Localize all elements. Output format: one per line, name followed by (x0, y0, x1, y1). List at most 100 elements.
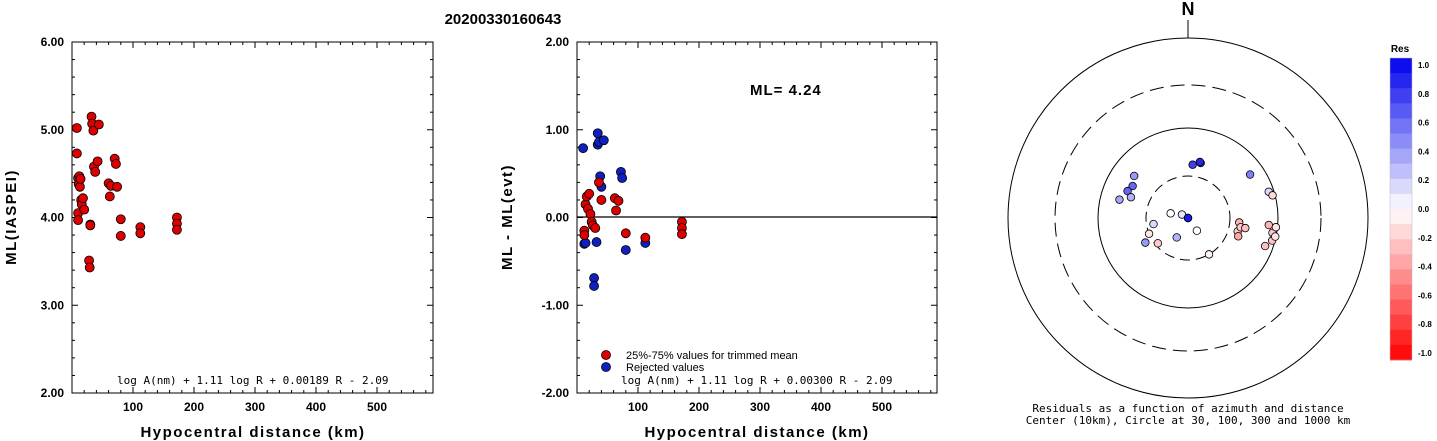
station-point (1264, 220, 1273, 230)
colorbar-tick-label: -0.8 (1418, 320, 1432, 329)
data-point (71, 148, 82, 159)
axis-ticks: 100 200 300 400 500 2.00 3.00 4.00 5.00 6.00 (41, 35, 433, 414)
station-points (1115, 157, 1281, 259)
station-point (1271, 232, 1280, 241)
colorbar-swatch (1390, 209, 1412, 225)
colorbar-swatch (1390, 224, 1412, 240)
data-point (73, 215, 83, 226)
station-point (1183, 213, 1193, 223)
station-point (1268, 191, 1277, 200)
x-tick-label: 400 (811, 400, 831, 414)
colorbar-swatch (1390, 73, 1412, 89)
data-point (90, 166, 101, 177)
trimmed-point (590, 223, 601, 233)
data-point (111, 159, 121, 169)
rejected-point (598, 135, 609, 146)
ml-annotation: ML= 4.24 (750, 82, 822, 99)
colorbar-swatch (1390, 178, 1412, 195)
station-point (1195, 157, 1205, 167)
data-point (71, 123, 82, 133)
circle-300km (1054, 84, 1322, 352)
x-tick-label: 400 (306, 400, 326, 414)
station-point (1115, 195, 1124, 204)
trimmed-point (640, 232, 651, 243)
data-point (104, 191, 115, 202)
trimmed-point (620, 228, 631, 239)
station-point (1188, 160, 1197, 169)
colorbar: Res 1.0 0.8 0.6 0.4 0.2 0.0 -0.2 -0.4 -0.6 -0.8 -1… (1389, 44, 1432, 361)
colorbar-frame (1389, 57, 1413, 361)
data-point (84, 262, 95, 273)
x-axis-label: Hypocentral distance (km) (644, 424, 869, 441)
trimmed-point (584, 188, 595, 199)
colorbar-swatch (1390, 88, 1412, 104)
x-tick-label: 100 (628, 400, 648, 414)
station-point (1153, 239, 1163, 248)
axis-ticks: 100 200 300 400 500 -2.00 -1.00 0.00 1.00 2.00 (542, 35, 937, 414)
data-point (93, 119, 104, 130)
y-axis-label: ML(IASPEI) (3, 169, 20, 265)
x-tick-label: 200 (689, 400, 709, 414)
data-point (172, 224, 182, 235)
y-axis-label: ML - ML(evt) (499, 164, 516, 270)
data-points (71, 111, 182, 273)
station-point (1126, 193, 1136, 202)
trimmed-point (585, 209, 596, 219)
x-tick-label: 500 (872, 400, 892, 414)
trimmed-point (677, 229, 687, 240)
legend-label-trimmed: 25%-75% values for trimmed mean (626, 350, 798, 362)
rejected-point (580, 238, 591, 248)
x-tick-label: 500 (367, 400, 387, 414)
station-point (1204, 250, 1214, 259)
trimmed-point (594, 177, 604, 188)
rejected-point (617, 173, 628, 183)
y-tick-label: -1.00 (542, 298, 570, 312)
station-point (1271, 223, 1281, 232)
formula-label: log A(nm) + 1.11 log R + 0.00189 R - 2.0… (117, 374, 389, 387)
y-tick-label: 6.00 (41, 35, 65, 49)
station-point (1245, 170, 1255, 179)
panel-residual-vs-distance: 100 200 300 400 500 -2.00 -1.00 0.00 1.00 2.00 ML… (499, 35, 938, 441)
north-label: N (1182, 0, 1195, 19)
plot-frame (71, 41, 434, 394)
colorbar-swatch (1390, 254, 1412, 270)
station-point (1260, 241, 1270, 251)
data-point (115, 231, 126, 241)
rejected-point (578, 143, 588, 154)
colorbar-swatch (1390, 329, 1412, 346)
colorbar-tick-label: 0.6 (1418, 119, 1430, 128)
colorbar-swatch (1390, 269, 1412, 285)
colorbar-tick-label: -0.4 (1418, 263, 1432, 272)
colorbar-title: Res (1391, 44, 1410, 55)
y-tick-label: -2.00 (542, 386, 570, 400)
formula-label: log A(nm) + 1.11 log R + 0.00300 R - 2.0… (621, 374, 893, 387)
legend-marker-trimmed (601, 350, 611, 360)
trimmed-point (596, 195, 607, 205)
station-point (1144, 229, 1154, 238)
rejected-point (591, 237, 602, 247)
x-axis-label: Hypocentral distance (km) (140, 424, 365, 441)
panel-ml-vs-distance: 100 200 300 400 500 2.00 3.00 4.00 5.00 6.00 log … (3, 35, 434, 441)
trimmed-point (611, 205, 621, 216)
station-point (1129, 171, 1139, 181)
y-tick-label: 5.00 (41, 123, 65, 137)
data-point (92, 156, 103, 167)
data-point (75, 173, 86, 184)
y-tick-label: 1.00 (546, 123, 570, 137)
data-point (112, 181, 123, 192)
colorbar-swatch (1390, 314, 1412, 331)
colorbar-swatch (1390, 284, 1412, 300)
data-point (115, 214, 126, 225)
colorbar-swatch (1390, 344, 1412, 361)
circle-1000km (1007, 37, 1369, 399)
station-point (1141, 238, 1150, 247)
colorbar-swatches: 1.0 0.8 0.6 0.4 0.2 0.0 -0.2 -0.4 -0.6 -0.8 -1.0 (1389, 57, 1432, 361)
y-tick-label: 3.00 (41, 298, 65, 312)
data-points (578, 128, 687, 291)
data-point (88, 125, 99, 136)
station-point (1166, 209, 1175, 218)
colorbar-swatch (1390, 299, 1412, 316)
legend-label-rejected: Rejected values (626, 362, 705, 374)
caption-line-1: Residuals as a function of azimuth and d… (1032, 402, 1343, 415)
data-point (78, 193, 88, 204)
